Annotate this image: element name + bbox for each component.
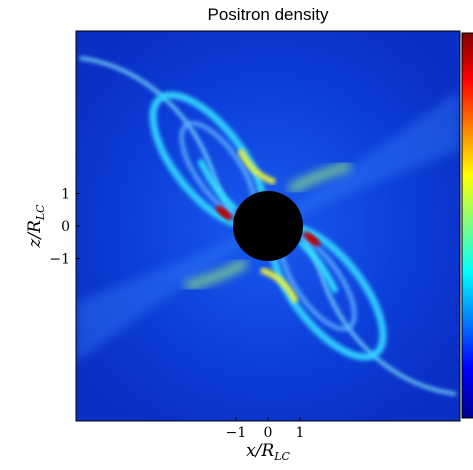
chart-title: Positron density: [208, 5, 329, 24]
x-axis-label: x/RLC: [246, 441, 290, 463]
x-axis-label-sub: LC: [273, 450, 290, 463]
y-tick-label: 0: [61, 219, 70, 235]
y-tick-label: 1: [61, 187, 70, 203]
y-axis-label-main: z/R: [25, 220, 45, 249]
y-axis-label-sub: LC: [34, 204, 47, 221]
x-axis-label-main: x/R: [246, 441, 274, 461]
x-tick-label: 1: [296, 425, 305, 441]
x-tick-label: 0: [264, 425, 273, 441]
colorbar: [461, 32, 473, 419]
x-tick-label: −1: [226, 425, 247, 441]
density-field: [76, 31, 460, 421]
y-tick-label: −1: [49, 252, 70, 268]
y-axis-label: z/RLC: [25, 204, 47, 249]
